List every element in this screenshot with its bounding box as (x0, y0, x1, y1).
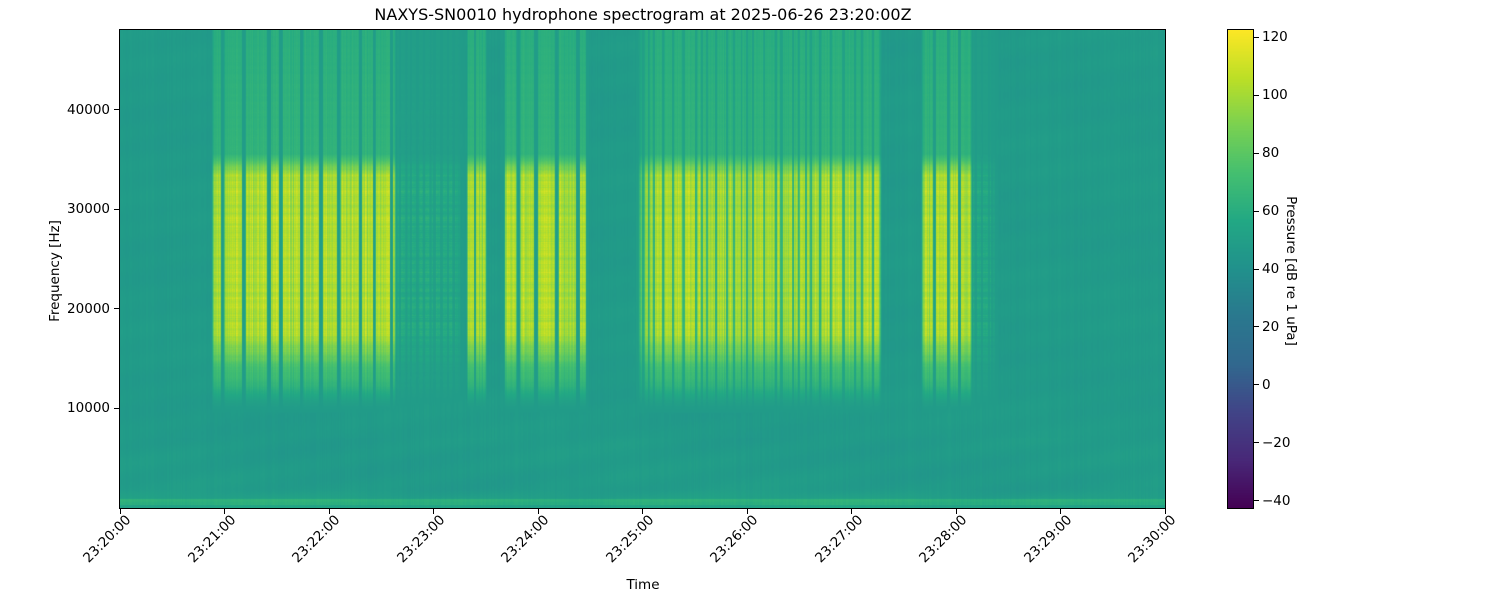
colorbar-label: Pressure [dB re 1 uPa] (1283, 196, 1299, 346)
x-tick-label: 23:21:00 (184, 512, 239, 567)
colorbar-tick-label: 60 (1262, 203, 1280, 220)
x-tick-mark (851, 509, 852, 514)
spectrogram-canvas (120, 30, 1165, 508)
x-tick-label: 23:20:00 (80, 512, 135, 567)
y-tick-label: 10000 (67, 400, 110, 417)
colorbar-tick-label: −20 (1262, 434, 1291, 451)
y-tick-label: 30000 (67, 201, 110, 218)
colorbar-frame (1227, 29, 1254, 509)
colorbar-tick-mark (1254, 384, 1259, 386)
colorbar-tick-mark (1254, 442, 1259, 444)
x-tick-label: 23:24:00 (498, 512, 553, 567)
x-tick-mark (955, 509, 957, 514)
colorbar-tick-mark (1254, 326, 1259, 328)
colorbar-gradient-canvas (1228, 30, 1253, 508)
x-tick-mark (433, 509, 434, 514)
colorbar-tick-label: −40 (1262, 492, 1291, 509)
x-tick-mark (642, 509, 643, 514)
x-axis-label: Time (626, 577, 660, 593)
x-tick-mark (224, 509, 225, 514)
y-tick-mark (114, 109, 119, 111)
colorbar-tick-label: 40 (1262, 261, 1280, 277)
y-tick-label: 20000 (67, 300, 110, 317)
y-tick-mark (114, 308, 119, 310)
colorbar-tick-label: 20 (1262, 318, 1280, 335)
colorbar-tick-label: 0 (1262, 376, 1271, 393)
colorbar-tick-label: 120 (1262, 29, 1288, 46)
chart-title: NAXYS-SN0010 hydrophone spectrogram at 2… (374, 5, 912, 24)
x-tick-mark (1164, 509, 1166, 514)
colorbar-tick-mark (1254, 210, 1259, 212)
x-tick-mark (746, 509, 748, 514)
x-tick-label: 23:28:00 (916, 512, 971, 567)
y-tick-label: 40000 (67, 101, 110, 118)
x-tick-mark (1060, 509, 1061, 514)
colorbar-tick-mark (1254, 36, 1259, 38)
y-tick-mark (114, 407, 119, 409)
x-tick-mark (328, 509, 330, 514)
x-tick-label: 23:30:00 (1125, 512, 1180, 567)
x-tick-label: 23:27:00 (811, 512, 866, 567)
x-tick-mark (119, 509, 121, 514)
colorbar-tick-mark (1254, 268, 1259, 270)
x-tick-label: 23:22:00 (289, 512, 344, 567)
colorbar-tick-mark (1254, 500, 1259, 502)
colorbar-tick-label: 100 (1262, 87, 1288, 104)
x-tick-label: 23:23:00 (393, 512, 448, 567)
x-tick-label: 23:29:00 (1020, 512, 1075, 567)
colorbar-tick-label: 80 (1262, 145, 1280, 162)
x-tick-mark (537, 509, 539, 514)
colorbar-tick-mark (1254, 94, 1259, 96)
x-tick-label: 23:26:00 (707, 512, 762, 567)
colorbar-tick-mark (1254, 152, 1259, 154)
y-tick-mark (114, 208, 119, 210)
plot-area (119, 29, 1166, 509)
